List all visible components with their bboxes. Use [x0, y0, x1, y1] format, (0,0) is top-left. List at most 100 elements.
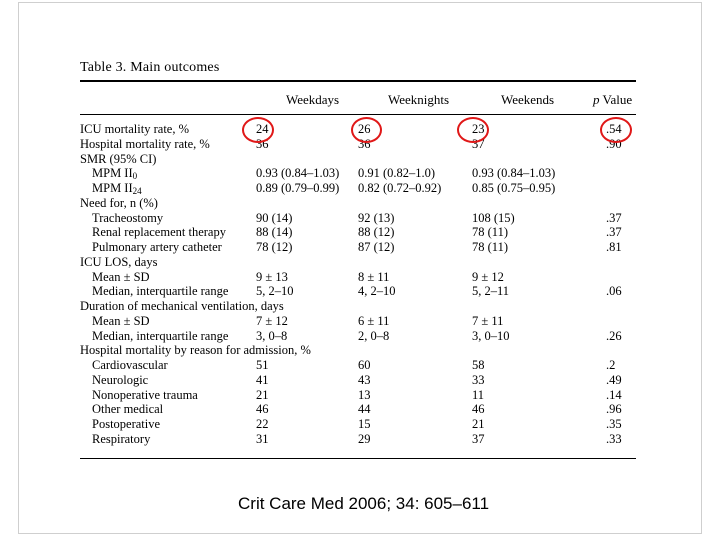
cell-weeknights: 13	[358, 387, 371, 402]
row-label-subscript: 0	[132, 171, 138, 182]
highlight-circle-weekends	[457, 117, 489, 143]
cell-weekends: 0.85 (0.75–0.95)	[472, 181, 556, 195]
table-row: Mean ± SD 7 ± 12 6 ± 11 7 ± 11	[80, 314, 636, 329]
cell-p-value: .37	[606, 225, 622, 240]
table-bottom-rule	[80, 458, 636, 459]
table-row: Nonoperative trauma 21 13 11 .14	[80, 388, 636, 403]
row-label: Other medical	[92, 402, 164, 417]
row-label: Respiratory	[92, 431, 151, 446]
cell-weekends: 108 (15)	[472, 210, 515, 225]
row-label: Cardiovascular	[92, 358, 168, 372]
table-row: Pulmonary artery catheter 78 (12) 87 (12…	[80, 240, 636, 255]
cell-p-value: .49	[606, 372, 622, 387]
table-row: Respiratory 31 29 37 .33	[80, 432, 636, 447]
cell-weeknights: 87 (12)	[358, 240, 395, 254]
table-row: ICU LOS, days	[80, 255, 636, 270]
row-label-text: MPM II	[92, 181, 133, 195]
cell-weekdays: 0.89 (0.79–0.99)	[256, 181, 340, 195]
row-label-subscript: 24	[132, 186, 142, 196]
table-top-rule	[80, 80, 636, 82]
cell-weekends: 5, 2–11	[472, 284, 510, 299]
row-label: Hospital mortality rate, %	[80, 136, 210, 151]
header-p-italic: p	[593, 92, 600, 107]
table-row: Median, interquartile range 5, 2–10 4, 2…	[80, 284, 636, 299]
table-body: ICU mortality rate, % 24 26 23 .54 Hospi…	[80, 122, 636, 447]
cell-weekdays: 7 ± 12	[256, 313, 288, 328]
cell-weekdays: 0.93 (0.84–1.03)	[256, 166, 340, 181]
cell-weekends: 21	[472, 417, 485, 431]
row-label: ICU mortality rate, %	[80, 122, 189, 136]
cell-weekends: 37	[472, 431, 485, 446]
cell-weekdays: 22	[256, 417, 269, 431]
cell-weekdays: 78 (12)	[256, 240, 293, 254]
row-label: Duration of mechanical ventilation, days	[80, 299, 284, 313]
highlight-circle-weekdays	[242, 117, 274, 143]
cell-weeknights: 6 ± 11	[358, 313, 390, 328]
cell-weeknights: 29	[358, 431, 371, 446]
table-row: Mean ± SD 9 ± 13 8 ± 11 9 ± 12	[80, 270, 636, 285]
table-row: MPM II0 0.93 (0.84–1.03) 0.91 (0.82–1.0)…	[80, 166, 636, 181]
header-weekdays: Weekdays	[286, 92, 340, 107]
row-label-text: MPM II	[92, 166, 133, 181]
cell-weeknights: 44	[358, 402, 371, 417]
row-label: MPM II0	[92, 166, 137, 184]
cell-weeknights: 2, 0–8	[358, 328, 390, 343]
highlight-circle-p-value	[600, 117, 632, 143]
header-weeknights: Weeknights	[388, 92, 450, 107]
cell-weekdays: 41	[256, 372, 269, 387]
cell-weekends: 46	[472, 402, 485, 417]
row-label: Renal replacement therapy	[92, 225, 226, 240]
row-label: Hospital mortality by reason for admissi…	[80, 343, 311, 358]
row-label: MPM II24	[92, 181, 142, 199]
cell-weeknights: 0.82 (0.72–0.92)	[358, 181, 442, 195]
table-row: MPM II24 0.89 (0.79–0.99) 0.82 (0.72–0.9…	[80, 181, 636, 196]
row-label: Postoperative	[92, 417, 161, 431]
cell-weekends: 3, 0–10	[472, 328, 510, 343]
cell-weekdays: 51	[256, 358, 269, 372]
row-label: Tracheostomy	[92, 210, 164, 225]
row-label: Need for, n (%)	[80, 195, 158, 210]
cell-p-value: .96	[606, 402, 622, 417]
cell-weekdays: 21	[256, 387, 269, 402]
row-label: ICU LOS, days	[80, 254, 158, 269]
cell-weekends: 78 (11)	[472, 240, 508, 254]
table-row: Duration of mechanical ventilation, days	[80, 299, 636, 314]
cell-weekdays: 3, 0–8	[256, 328, 288, 343]
header-p-rest: Value	[599, 92, 633, 107]
cell-weekends: 9 ± 12	[472, 269, 504, 284]
row-label: Median, interquartile range	[92, 284, 229, 299]
cell-weeknights: 60	[358, 358, 371, 372]
header-p-value: p Value	[593, 92, 632, 108]
cell-p-value: .33	[606, 431, 622, 446]
cell-weekdays: 5, 2–10	[256, 284, 294, 299]
cell-weeknights: 92 (13)	[358, 210, 395, 225]
table-row: Cardiovascular 51 60 58 .2	[80, 358, 636, 373]
table-row: Postoperative 22 15 21 .35	[80, 417, 636, 432]
highlight-circle-weeknights	[351, 117, 382, 143]
cell-weekdays: 46	[256, 402, 269, 417]
table-row: Tracheostomy 90 (14) 92 (13) 108 (15) .3…	[80, 211, 636, 226]
table-row: Renal replacement therapy 88 (14) 88 (12…	[80, 225, 636, 240]
table-row: Neurologic 41 43 33 .49	[80, 373, 636, 388]
cell-weeknights: 4, 2–10	[358, 284, 396, 299]
cell-p-value: .2	[606, 358, 616, 372]
cell-p-value: .35	[606, 417, 622, 431]
cell-weekdays: 90 (14)	[256, 210, 293, 225]
cell-p-value: .81	[606, 240, 622, 254]
cell-p-value: .37	[606, 210, 622, 225]
cell-weekdays: 9 ± 13	[256, 269, 288, 284]
citation: Crit Care Med 2006; 34: 605–611	[238, 494, 490, 513]
cell-weeknights: 8 ± 11	[358, 269, 390, 284]
table-row: SMR (95% CI)	[80, 152, 636, 167]
slide-frame	[18, 2, 702, 534]
cell-weekends: 33	[472, 372, 485, 387]
row-label: Pulmonary artery catheter	[92, 240, 222, 254]
cell-p-value: .26	[606, 328, 622, 343]
cell-weeknights: 88 (12)	[358, 225, 395, 240]
cell-weekdays: 31	[256, 431, 269, 446]
cell-weekends: 78 (11)	[472, 225, 508, 240]
table-header-rule	[80, 114, 636, 115]
table-row: Need for, n (%)	[80, 196, 636, 211]
row-label: Mean ± SD	[92, 313, 150, 328]
row-label: Mean ± SD	[92, 269, 150, 284]
